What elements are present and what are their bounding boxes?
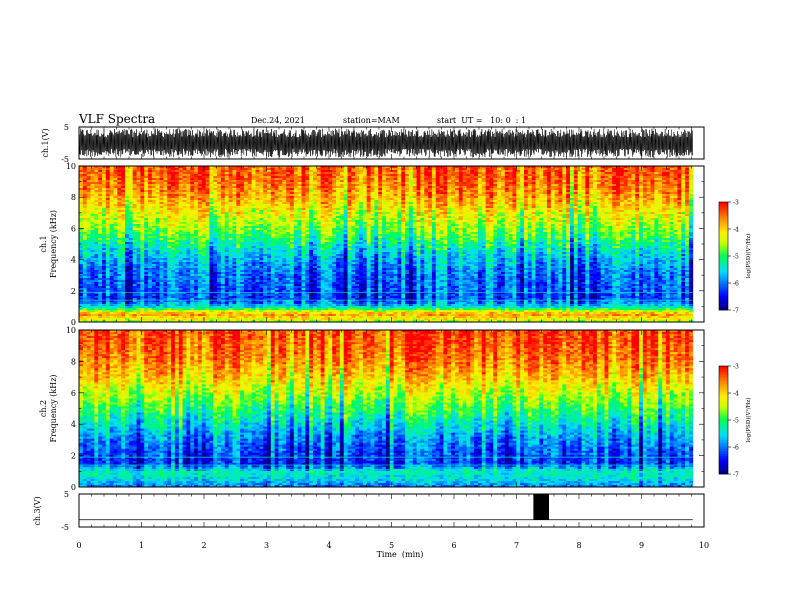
ch1-waveform-trace — [79, 129, 693, 158]
spectrogram-image — [79, 166, 693, 322]
start-time-label: start UT = 10: 0 : 1 — [437, 116, 526, 125]
date-label: Dec.24, 2021 — [251, 116, 305, 125]
station-label: station=MAM — [343, 116, 400, 125]
figure-title: VLF Spectra — [78, 112, 155, 126]
y-tick-label: 5 — [64, 123, 69, 132]
ch1-waveform-panel: 5-5 — [61, 123, 704, 164]
